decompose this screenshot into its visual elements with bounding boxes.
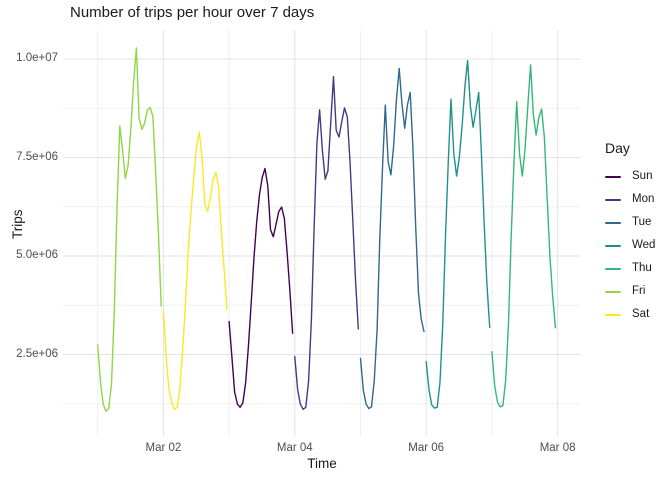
legend-line-swatch — [605, 221, 621, 224]
y-tick-label: 5.0e+06 — [16, 249, 58, 261]
legend-label: Mon — [632, 193, 655, 205]
x-tick-label: Mar 06 — [408, 442, 445, 454]
legend-entry-Wed: Wed — [605, 238, 655, 253]
legend-line-swatch — [605, 198, 621, 201]
legend-line-swatch — [605, 313, 621, 316]
legend-label: Fri — [632, 285, 646, 297]
legend-line-swatch — [605, 175, 621, 178]
legend-entry-Fri: Fri — [605, 284, 655, 299]
x-tick-label: Mar 08 — [539, 442, 576, 454]
x-tick-label: Mar 04 — [276, 442, 313, 454]
legend-line-swatch — [605, 244, 621, 247]
legend-label: Sat — [632, 308, 650, 320]
legend-entries: Sun Mon Tue Wed Thu Fri Sat — [605, 169, 655, 322]
legend-label: Wed — [632, 239, 656, 251]
legend-entry-Sat: Sat — [605, 307, 655, 322]
series-line-Sat — [162, 131, 228, 410]
y-axis-title: Trips — [10, 209, 25, 240]
y-tick-label: 2.5e+06 — [16, 347, 58, 360]
series-line-Fri — [96, 47, 162, 412]
series-line-Mon — [294, 75, 359, 410]
series-line-Wed — [425, 59, 491, 409]
x-axis-title: Time — [307, 456, 337, 471]
series-line-Tue — [359, 67, 425, 410]
legend-entry-Tue: Tue — [605, 215, 655, 230]
legend-entry-Mon: Mon — [605, 192, 655, 207]
x-tick-label: Mar 02 — [145, 442, 182, 454]
legend-line-swatch — [605, 267, 621, 270]
series-line-Sun — [228, 167, 294, 408]
legend-entry-Thu: Thu — [605, 261, 655, 276]
y-tick-label: 1.0e+07 — [16, 52, 58, 64]
chart-title: Number of trips per hour over 7 days — [70, 4, 315, 21]
series-line-Thu — [491, 64, 557, 408]
legend-entry-Sun: Sun — [605, 169, 655, 184]
legend-label: Sun — [632, 170, 653, 182]
legend-label: Tue — [632, 216, 652, 228]
legend-line-swatch — [605, 290, 621, 293]
legend-label: Thu — [632, 262, 652, 274]
y-tick-label: 7.5e+06 — [16, 150, 58, 163]
legend-title: Day — [605, 140, 630, 156]
legend: Day Sun Mon Tue Wed Thu Fri Sat — [605, 140, 655, 330]
